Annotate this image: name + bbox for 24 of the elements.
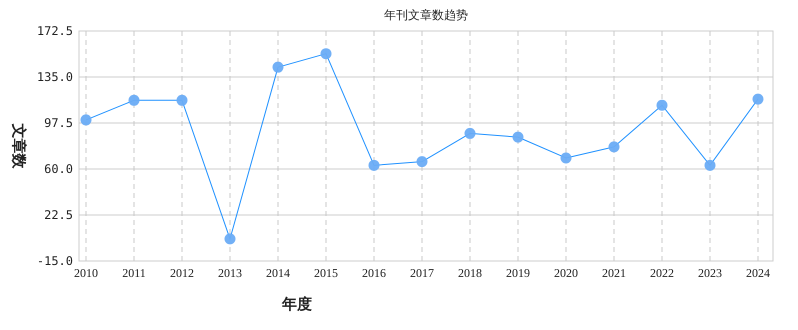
x-tick-label: 2012 [170,266,194,280]
x-tick-label: 2019 [506,266,530,280]
x-tick-label: 2023 [698,266,722,280]
x-tick-label: 2017 [410,266,434,280]
x-tick-label: 2024 [746,266,770,280]
x-tick-label: 2014 [266,266,290,280]
y-tick-label: 60.0 [44,162,73,176]
x-tick-label: 2013 [218,266,242,280]
x-tick-label: 2016 [362,266,386,280]
x-tick-label: 2011 [122,266,146,280]
y-tick-label: 97.5 [44,116,73,130]
y-tick-label: 135.0 [36,70,73,84]
x-tick-label: 2010 [74,266,98,280]
y-tick-label: -15.0 [36,254,73,268]
y-axis-title: 文章数 [10,122,28,170]
chart-title: 年刊文章数趋势 [384,8,468,22]
x-tick-label: 2021 [602,266,626,280]
x-tick-label: 2015 [314,266,338,280]
x-tick-label: 2022 [650,266,674,280]
x-tick-label: 2018 [458,266,482,280]
y-tick-label: 172.5 [36,24,73,38]
y-tick-label: 22.5 [44,208,73,222]
x-tick-label: 2020 [554,266,578,280]
x-axis-title: 年度 [281,295,312,313]
